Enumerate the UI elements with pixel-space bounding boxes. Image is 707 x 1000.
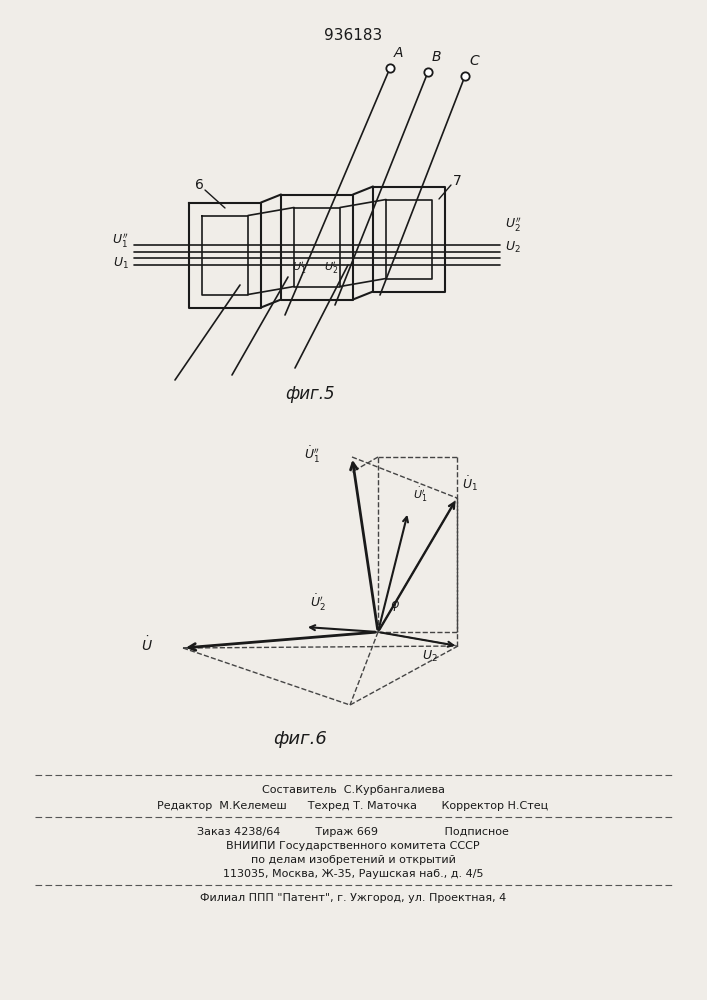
Text: 113035, Москва, Ж-35, Раушская наб., д. 4/5: 113035, Москва, Ж-35, Раушская наб., д. … bbox=[223, 869, 484, 879]
Text: B: B bbox=[432, 50, 441, 64]
Text: фиг.5: фиг.5 bbox=[285, 385, 335, 403]
Text: $\dot{U}_1$: $\dot{U}_1$ bbox=[462, 474, 478, 493]
Text: фиг.6: фиг.6 bbox=[273, 730, 327, 748]
Text: A: A bbox=[394, 46, 404, 60]
Text: $\dot{U}$: $\dot{U}$ bbox=[141, 636, 153, 654]
Text: $\varphi$: $\varphi$ bbox=[390, 599, 400, 613]
Text: $U_2$: $U_2$ bbox=[505, 239, 521, 255]
Text: $U_1'$: $U_1'$ bbox=[292, 260, 306, 276]
Text: Заказ 4238/64          Тираж 669                   Подписное: Заказ 4238/64 Тираж 669 Подписное bbox=[197, 827, 509, 837]
Text: 7: 7 bbox=[452, 174, 462, 188]
Text: $\dot{U}_1'$: $\dot{U}_1'$ bbox=[413, 486, 428, 504]
Text: C: C bbox=[469, 54, 479, 68]
Text: $\dot{U}_1''$: $\dot{U}_1''$ bbox=[304, 445, 320, 465]
Text: $U_1''$: $U_1''$ bbox=[112, 231, 129, 249]
Text: ВНИИПИ Государственного комитета СССР: ВНИИПИ Государственного комитета СССР bbox=[226, 841, 480, 851]
Text: Составитель  С.Курбангалиева: Составитель С.Курбангалиева bbox=[262, 785, 445, 795]
Text: 6: 6 bbox=[194, 178, 204, 192]
Text: 936183: 936183 bbox=[324, 28, 382, 43]
Text: $U_1$: $U_1$ bbox=[113, 255, 129, 271]
Text: $U_2'$: $U_2'$ bbox=[324, 260, 338, 276]
Text: Редактор  М.Келемеш      Техред Т. Маточка       Корректор Н.Стец: Редактор М.Келемеш Техред Т. Маточка Кор… bbox=[158, 801, 549, 811]
Text: $U_2$: $U_2$ bbox=[422, 649, 438, 664]
Text: $\dot{U}_2'$: $\dot{U}_2'$ bbox=[310, 593, 326, 613]
Text: Филиал ППП "Патент", г. Ужгород, ул. Проектная, 4: Филиал ППП "Патент", г. Ужгород, ул. Про… bbox=[200, 893, 506, 903]
Text: $U_2''$: $U_2''$ bbox=[505, 215, 522, 233]
Text: по делам изобретений и открытий: по делам изобретений и открытий bbox=[250, 855, 455, 865]
